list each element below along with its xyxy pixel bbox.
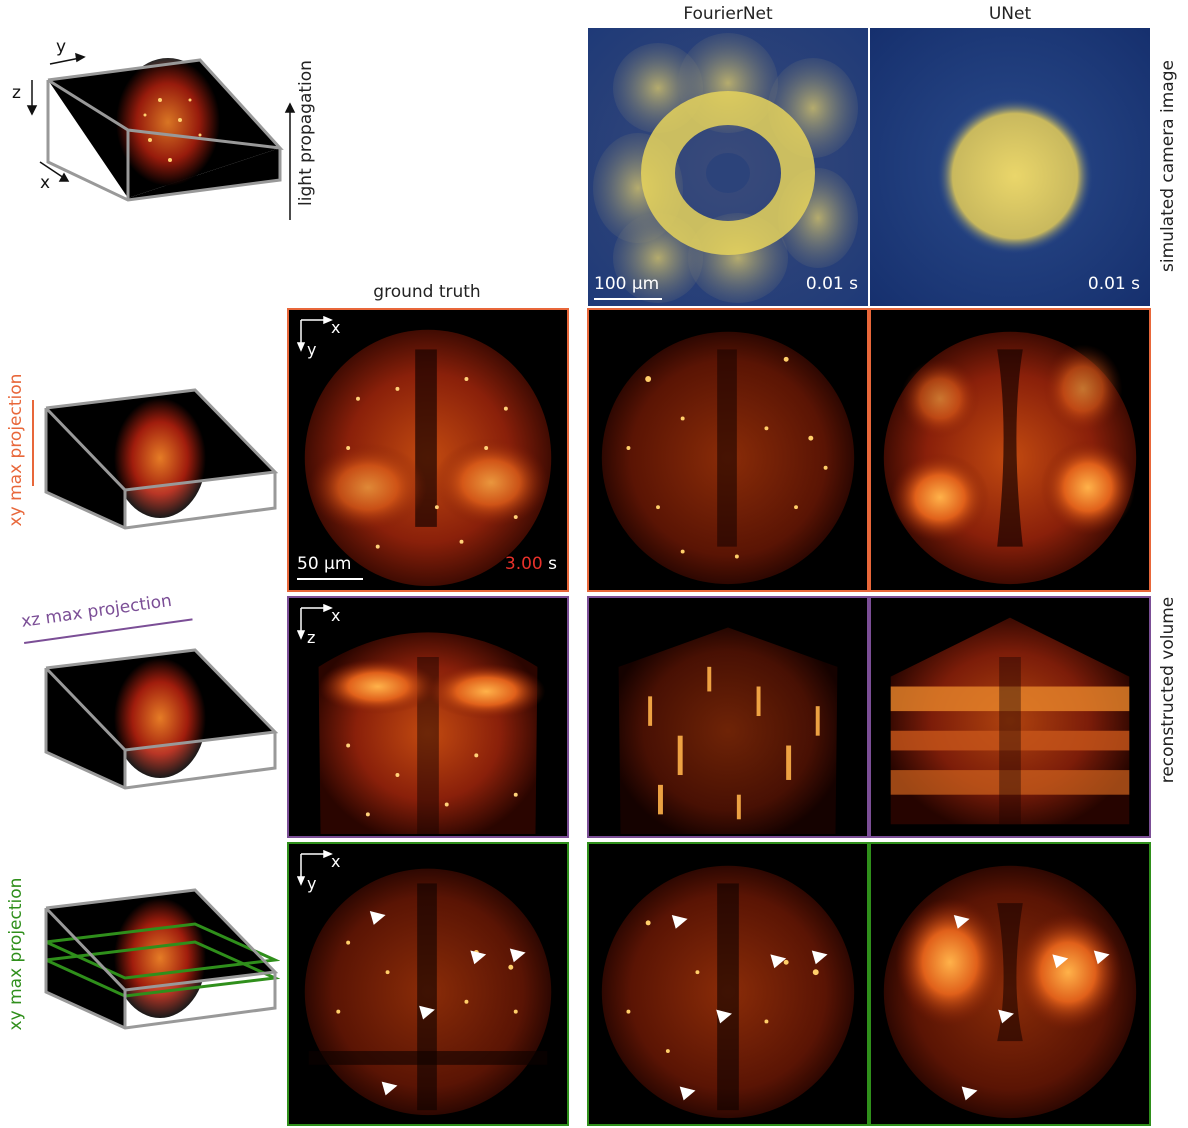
- camera-image-fouriernet: 100 µm 0.01 s: [588, 28, 868, 306]
- gt-xz-panel: x z: [287, 596, 569, 838]
- unet-slab-panel: [869, 842, 1151, 1126]
- axis-x-label: x: [331, 852, 340, 871]
- axis-z-label: z: [307, 628, 315, 647]
- axis-z-label: z: [12, 83, 21, 103]
- unet-xz-panel: [869, 596, 1151, 838]
- xy-projection-arrow: [32, 400, 34, 486]
- camera-scalebar: [594, 298, 662, 300]
- column-title-unet: UNet: [870, 4, 1150, 24]
- row-label-reconstructed: reconstructed volume: [1158, 597, 1178, 784]
- column-title-ground-truth: ground truth: [287, 282, 567, 302]
- slab-projection-cube: [30, 880, 280, 1040]
- gt-scale-label: 50 µm: [297, 554, 351, 574]
- column-title-fouriernet: FourierNet: [588, 4, 868, 24]
- axis-x-label: x: [40, 173, 50, 193]
- gt-time-value: 3.00: [505, 554, 543, 574]
- fouriernet-xy-panel: [587, 308, 869, 592]
- row-label-camera: simulated camera image: [1158, 60, 1178, 272]
- volume-cube-diagram: y z x: [10, 30, 310, 230]
- axis-y-label: y: [307, 874, 316, 893]
- camera-time-fouriernet: 0.01 s: [806, 274, 858, 294]
- unet-xy-panel: [869, 308, 1151, 592]
- fouriernet-slab-panel: [587, 842, 869, 1126]
- xz-projection-cube: [30, 640, 280, 800]
- fouriernet-xz-panel: [587, 596, 869, 838]
- axis-x-label: x: [331, 318, 340, 337]
- camera-time-unet: 0.01 s: [1088, 274, 1140, 294]
- gt-slab-panel: x y: [287, 842, 569, 1126]
- camera-image-unet: 0.01 s: [870, 28, 1150, 306]
- axis-x-label: x: [331, 606, 340, 625]
- axis-y-label: y: [56, 37, 66, 57]
- light-propagation-label: light propagation: [296, 60, 316, 206]
- xy-slab-projection-label: xy max projection: [6, 878, 26, 1031]
- xy-projection-cube: [30, 380, 280, 540]
- xy-max-projection-label: xy max projection: [6, 374, 26, 527]
- gt-time-label: 3.00 s: [505, 554, 557, 574]
- gt-scalebar: [297, 578, 363, 580]
- camera-scale-label: 100 µm: [594, 274, 659, 294]
- gt-time-unit: s: [548, 554, 557, 574]
- gt-xy-panel: x y 50 µm 3.00 s: [287, 308, 569, 592]
- axis-y-label: y: [307, 340, 316, 359]
